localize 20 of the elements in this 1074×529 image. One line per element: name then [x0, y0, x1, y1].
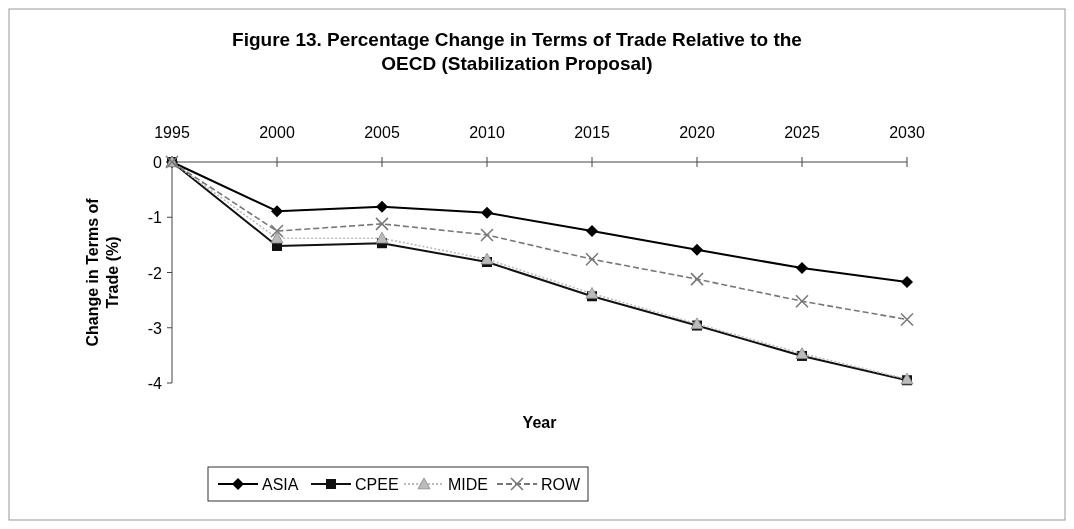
- legend-label: MIDE: [448, 476, 488, 493]
- x-tick-label: 1995: [154, 124, 190, 141]
- x-tick-label: 2025: [784, 124, 820, 141]
- x-axis-title: Year: [522, 414, 557, 431]
- y-axis-title: Change in Terms of Trade (%): [84, 197, 121, 347]
- y-tick-label: -4: [147, 375, 163, 392]
- x-tick-label: 2010: [469, 124, 505, 141]
- y-tick-label: -1: [147, 209, 163, 227]
- y-tick-label: -2: [147, 264, 163, 282]
- legend-label: ROW: [541, 476, 581, 493]
- x-tick-label: 2020: [679, 124, 715, 141]
- x-tick-label: 2005: [364, 124, 400, 141]
- legend-label: CPEE: [355, 476, 399, 493]
- chart-title: Figure 13. Percentage Change in Terms of Trade Relative to the OECD (Stabilization Proposal): [232, 29, 802, 74]
- legend-label: ASIA: [262, 476, 299, 493]
- x-tick-label: 2015: [574, 124, 610, 141]
- x-tick-label: 2000: [259, 124, 295, 141]
- x-tick-label: 2030: [889, 124, 925, 141]
- y-tick-label: 0: [153, 154, 163, 171]
- y-tick-label: -3: [147, 319, 163, 337]
